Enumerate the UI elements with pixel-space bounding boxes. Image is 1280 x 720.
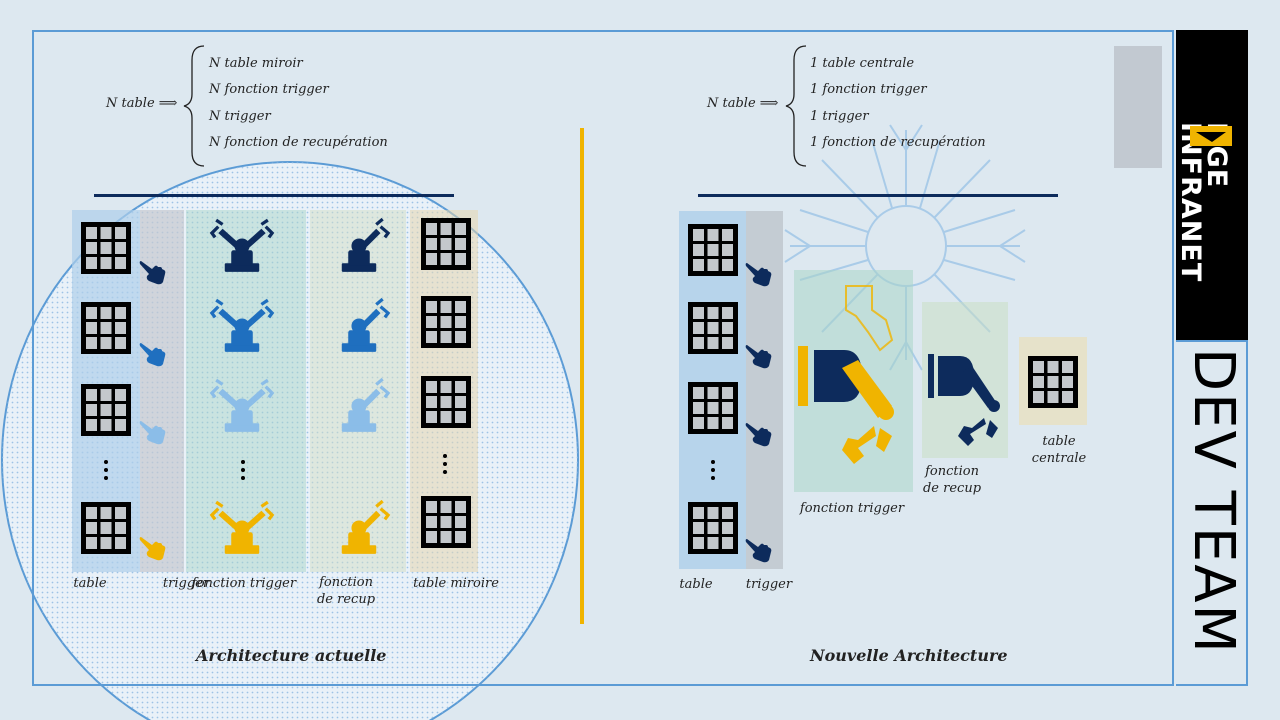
label-line: de recup	[922, 481, 982, 496]
pointing-hand-icon	[138, 532, 168, 562]
pointing-hand-icon	[138, 338, 168, 368]
left-formula-item: N fonction de recupération	[209, 135, 388, 150]
ellipsis-icon	[240, 456, 246, 484]
robot-arm-icon	[320, 500, 398, 556]
placeholder-box	[1114, 46, 1162, 168]
pointing-hand-icon	[744, 418, 774, 448]
robot-arm-icon	[190, 378, 294, 434]
brand-logo-icon	[1190, 126, 1232, 146]
label-table-centrale: table centrale	[1024, 433, 1094, 467]
dev-team-title: DEV TEAM	[1181, 348, 1246, 655]
left-formula-item: N trigger	[209, 109, 271, 124]
pointing-hand-icon	[138, 256, 168, 286]
table-grid-icon	[79, 300, 133, 356]
ellipsis-icon	[442, 450, 448, 478]
pointing-hand-icon	[744, 258, 774, 288]
right-formula-item: 1 table centrale	[810, 56, 915, 71]
robot-arm-icon	[190, 298, 294, 354]
ellipsis-icon	[710, 456, 716, 484]
robot-arm-icon	[798, 285, 894, 464]
label-table: table	[73, 576, 107, 591]
robot-arm-icon	[190, 218, 294, 274]
label-table-miroire: table miroire	[413, 576, 499, 591]
right-caption: Nouvelle Architecture	[810, 646, 1008, 665]
left-formula-item: N fonction trigger	[209, 82, 329, 97]
pointing-hand-icon	[138, 416, 168, 446]
right-formula-item: 1 trigger	[810, 109, 869, 124]
label-fonction-trigger: fonction trigger	[799, 501, 905, 516]
pointing-hand-icon	[744, 534, 774, 564]
right-formula-item: 1 fonction trigger	[810, 82, 927, 97]
section-divider	[580, 128, 584, 624]
right-formula-lhs: N table ⟹	[707, 96, 779, 111]
brand-panel	[1176, 30, 1248, 340]
label-line: de recup	[316, 592, 376, 607]
table-grid-icon	[419, 294, 473, 350]
table-grid-icon	[1026, 354, 1080, 410]
robot-arm-icon	[320, 378, 398, 434]
left-rule	[94, 194, 454, 197]
left-caption: Architecture actuelle	[196, 646, 387, 665]
ellipsis-icon	[103, 456, 109, 484]
table-grid-icon	[79, 500, 133, 556]
table-grid-icon	[686, 222, 740, 278]
team-panel	[1176, 340, 1248, 686]
label-line: fonction	[925, 464, 979, 479]
right-formula-item: 1 fonction de recupération	[810, 135, 986, 150]
label-fonction-recup: fonction de recup	[306, 574, 386, 608]
robot-arm-icon	[190, 500, 294, 556]
slide-frame	[32, 30, 1174, 686]
label-fonction-trigger: fonction trigger	[191, 576, 297, 591]
robot-arm-icon	[320, 298, 398, 354]
table-grid-icon	[686, 300, 740, 356]
table-grid-icon	[419, 374, 473, 430]
robot-arm-icon	[320, 218, 398, 274]
right-brace-icon	[785, 45, 807, 167]
table-grid-icon	[686, 500, 740, 556]
left-formula-lhs: N table ⟹	[106, 96, 178, 111]
left-brace-icon	[183, 45, 205, 167]
table-grid-icon	[79, 220, 133, 276]
right-rule	[698, 194, 1058, 197]
label-trigger: trigger	[162, 576, 210, 591]
label-trigger: trigger	[745, 577, 793, 592]
robot-arm-icon	[928, 354, 1000, 446]
table-grid-icon	[419, 216, 473, 272]
label-line: table	[1042, 434, 1076, 449]
table-grid-icon	[419, 494, 473, 550]
table-grid-icon	[686, 380, 740, 436]
table-grid-icon	[79, 382, 133, 438]
label-line: fonction	[319, 575, 373, 590]
label-table: table	[679, 577, 713, 592]
label-line: centrale	[1031, 451, 1087, 466]
label-fonction-recup: fonction de recup	[912, 463, 992, 497]
left-formula-item: N table miroir	[209, 56, 303, 71]
pointing-hand-icon	[744, 340, 774, 370]
